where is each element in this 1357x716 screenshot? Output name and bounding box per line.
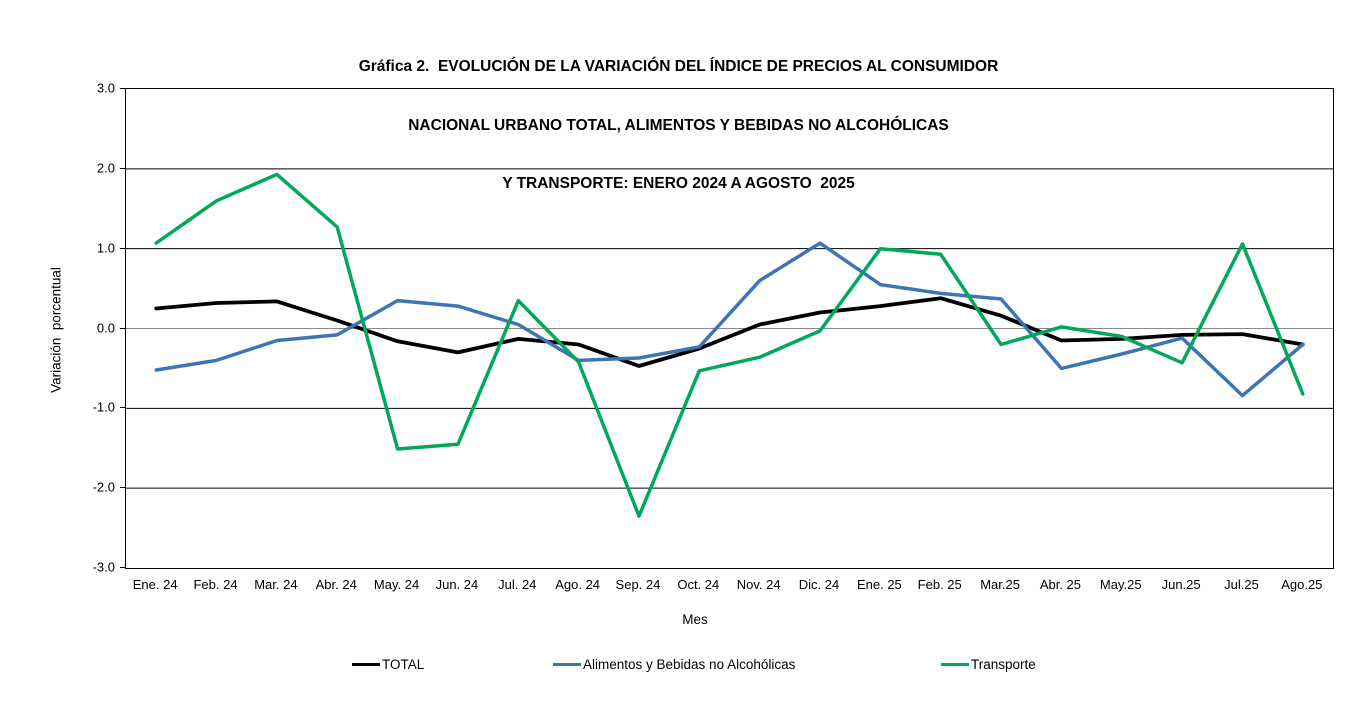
x-tick-label: Ago.25 bbox=[1281, 577, 1323, 592]
x-tick-label: Feb. 25 bbox=[917, 577, 962, 592]
legend-label-transporte: Transporte bbox=[971, 657, 1036, 672]
x-tick-label: May.25 bbox=[1099, 577, 1142, 592]
x-tick-label: Ene. 24 bbox=[132, 577, 178, 592]
x-tick-label: Abr. 25 bbox=[1039, 577, 1082, 592]
legend-item-transporte: Transporte bbox=[941, 657, 1036, 672]
y-tick-label: 3.0 bbox=[96, 80, 115, 96]
line-chart-canvas bbox=[126, 168, 1333, 518]
legend-label-total: TOTAL bbox=[382, 657, 425, 672]
x-tick-label: Nov. 24 bbox=[736, 577, 781, 592]
y-tick-label: -2.0 bbox=[92, 479, 115, 495]
x-tick-label: Sep. 24 bbox=[615, 577, 661, 592]
x-tick-label: Oct. 24 bbox=[677, 577, 720, 592]
x-tick-label: Ago. 24 bbox=[555, 577, 601, 592]
y-tick-mark bbox=[120, 88, 125, 89]
y-tick-label: 1.0 bbox=[96, 240, 115, 256]
chart-title-line-2: NACIONAL URBANO TOTAL, ALIMENTOS Y BEBID… bbox=[408, 116, 949, 134]
plot-area bbox=[125, 88, 1334, 569]
chart-title-line-3: Y TRANSPORTE: ENERO 2024 A AGOSTO 2025 bbox=[502, 175, 855, 192]
y-tick-label: -3.0 bbox=[92, 559, 115, 575]
x-tick-label: Jun.25 bbox=[1161, 577, 1201, 592]
x-tick-label: Abr. 24 bbox=[315, 577, 357, 592]
x-axis-title: Mes bbox=[682, 612, 708, 627]
legend-line-marker-alimentos bbox=[553, 663, 581, 666]
y-tick-label: 0.0 bbox=[96, 320, 115, 335]
chart-title-line-1: Gráfica 2. EVOLUCIÓN DE LA VARIACIÓN DEL… bbox=[358, 58, 999, 75]
x-tick-label: Jul.25 bbox=[1224, 577, 1259, 592]
y-tick-mark bbox=[120, 247, 125, 249]
x-tick-label: Feb. 24 bbox=[193, 577, 238, 592]
y-tick-mark bbox=[120, 327, 125, 329]
legend-item-alimentos: Alimentos y Bebidas no Alcohólicas bbox=[553, 657, 795, 672]
x-tick-label: Jun. 24 bbox=[435, 577, 479, 592]
legend-line-marker-transporte bbox=[941, 663, 969, 666]
chart-title: Gráfica 2. EVOLUCIÓN DE LA VARIACIÓN DEL… bbox=[0, 18, 1357, 213]
legend-line-marker-total bbox=[352, 663, 380, 666]
x-tick-label: Mar. 24 bbox=[254, 577, 298, 592]
y-tick-mark bbox=[120, 407, 125, 409]
legend-item-total: TOTAL bbox=[352, 657, 424, 672]
x-tick-label: May. 24 bbox=[373, 577, 420, 592]
x-tick-label: Ene. 25 bbox=[856, 577, 902, 592]
legend-label-alimentos: Alimentos y Bebidas no Alcohólicas bbox=[583, 657, 796, 672]
y-tick-mark bbox=[120, 567, 125, 568]
x-tick-label: Jul. 24 bbox=[498, 577, 537, 592]
x-tick-label: Dic. 24 bbox=[798, 577, 840, 592]
y-tick-label: -1.0 bbox=[92, 399, 115, 415]
y-tick-label: 2.0 bbox=[96, 160, 115, 176]
y-tick-mark bbox=[120, 167, 125, 169]
x-tick-label: Mar.25 bbox=[980, 577, 1020, 592]
y-tick-mark bbox=[120, 487, 125, 489]
